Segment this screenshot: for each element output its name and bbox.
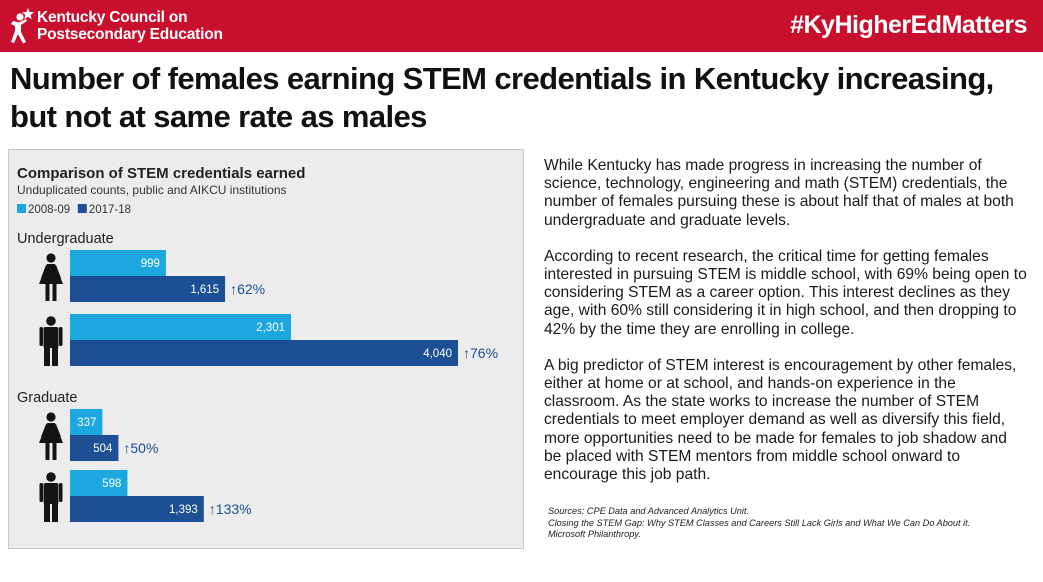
hashtag: #KyHigherEdMatters — [790, 11, 1027, 39]
sources: Sources: CPE Data and Advanced Analytics… — [548, 506, 1038, 541]
legend-swatch-1 — [77, 204, 87, 213]
page-title-line2: but not at same rate as males — [10, 99, 427, 134]
source-line-1: Sources: CPE Data and Advanced Analytics… — [548, 506, 750, 516]
bar-2017-18 — [70, 340, 458, 366]
data-label-2017-18: 504 — [93, 443, 113, 455]
stem-credentials-chart: Comparison of STEM credentials earnedUnd… — [17, 165, 498, 522]
bar-2008-09 — [70, 314, 291, 340]
percent-change-label: ↑133% — [209, 501, 252, 517]
paragraph-1: While Kentucky has made progress in incr… — [544, 157, 1014, 229]
percent-change-label: ↑50% — [123, 440, 158, 456]
legend-label-0: 2008-09 — [28, 204, 70, 216]
female-icon — [39, 253, 63, 301]
bar-2008-09 — [70, 470, 128, 496]
paragraph-3: A big predictor of STEM interest is enco… — [544, 356, 1017, 484]
header-banner: Kentucky Council on Postsecondary Educat… — [0, 0, 1043, 52]
bar-2017-18 — [70, 435, 119, 461]
chart-subtitle: Unduplicated counts, public and AIKCU in… — [17, 183, 287, 197]
percent-change-label: ↑62% — [230, 281, 265, 297]
data-label-2008-09: 598 — [102, 478, 121, 490]
org-name-line1: Kentucky Council on — [37, 9, 188, 26]
page-title-line1: Number of females earning STEM credentia… — [10, 61, 994, 96]
chart-title: Comparison of STEM credentials earned — [17, 165, 305, 182]
source-line-2: Closing the STEM Gap: Why STEM Classes a… — [548, 517, 971, 528]
article-body: While Kentucky has made progress in incr… — [544, 157, 1028, 502]
chart-panel: Comparison of STEM credentials earned Und… — [8, 149, 524, 549]
data-label-2008-09: 2,301 — [256, 322, 285, 334]
bar-2017-18 — [70, 276, 226, 302]
group-label-0: Undergraduate — [17, 231, 114, 247]
data-label-2017-18: 1,393 — [169, 504, 198, 516]
female-icon — [39, 412, 63, 460]
bar-2017-18 — [70, 496, 204, 522]
legend-swatch-0 — [17, 204, 26, 213]
org-name-line2: Postsecondary Education — [37, 26, 223, 43]
group-label-1: Graduate — [17, 390, 77, 406]
org-name: Kentucky Council on Postsecondary Educat… — [37, 9, 223, 43]
data-label-2017-18: 1,615 — [190, 284, 219, 296]
bar-2008-09 — [70, 250, 166, 276]
data-label-2008-09: 337 — [77, 417, 96, 429]
data-label-2008-09: 999 — [141, 258, 160, 270]
bar-2008-09 — [70, 409, 103, 435]
data-label-2017-18: 4,040 — [423, 348, 452, 360]
paragraph-2: According to recent research, the critic… — [544, 247, 1027, 338]
percent-change-label: ↑76% — [463, 345, 498, 361]
legend-label-1: 2017-18 — [89, 204, 131, 216]
source-line-3: Microsoft Philanthropy. — [548, 529, 641, 539]
page-title: Number of females earning STEM credentia… — [10, 60, 1030, 136]
person-star-icon — [11, 8, 34, 44]
male-icon — [39, 316, 63, 366]
male-icon — [39, 472, 63, 522]
